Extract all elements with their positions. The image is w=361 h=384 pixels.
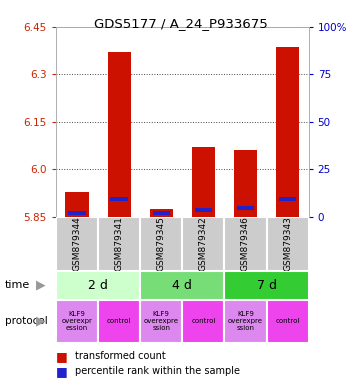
Bar [237, 206, 254, 210]
Text: GSM879346: GSM879346 [241, 217, 250, 271]
Bar [276, 48, 299, 217]
Bar [56, 217, 98, 271]
Bar [140, 271, 225, 300]
Bar [266, 300, 309, 343]
Bar [110, 197, 128, 201]
Text: transformed count: transformed count [75, 351, 165, 361]
Text: percentile rank within the sample: percentile rank within the sample [75, 366, 240, 376]
Bar [234, 151, 257, 217]
Bar [140, 300, 182, 343]
Text: GSM879343: GSM879343 [283, 217, 292, 271]
Text: 4 d: 4 d [172, 279, 192, 291]
Bar [56, 271, 140, 300]
Bar [225, 271, 309, 300]
Text: control: control [275, 318, 300, 324]
Bar [195, 208, 212, 212]
Bar [182, 217, 225, 271]
Text: ■: ■ [56, 365, 68, 378]
Text: KLF9
overexpre
ssion: KLF9 overexpre ssion [144, 311, 179, 331]
Bar [192, 147, 215, 217]
Bar [279, 197, 296, 201]
Text: protocol: protocol [5, 316, 47, 326]
Bar [150, 209, 173, 217]
Text: GDS5177 / A_24_P933675: GDS5177 / A_24_P933675 [93, 17, 268, 30]
Text: GSM879344: GSM879344 [73, 217, 82, 271]
Text: ■: ■ [56, 350, 68, 363]
Bar [68, 211, 86, 215]
Bar [266, 217, 309, 271]
Text: GSM879341: GSM879341 [115, 217, 123, 271]
Text: GSM879345: GSM879345 [157, 217, 166, 271]
Text: control: control [191, 318, 216, 324]
Text: ▶: ▶ [36, 314, 45, 328]
Bar [140, 217, 182, 271]
Bar [225, 300, 266, 343]
Bar [98, 300, 140, 343]
Text: 2 d: 2 d [88, 279, 108, 291]
Bar [98, 217, 140, 271]
Text: control: control [107, 318, 131, 324]
Text: GSM879342: GSM879342 [199, 217, 208, 271]
Text: 7 d: 7 d [257, 279, 277, 291]
Text: ▶: ▶ [36, 279, 45, 292]
Text: time: time [5, 280, 30, 290]
Bar [225, 217, 266, 271]
Text: KLF9
overexpr
ession: KLF9 overexpr ession [62, 311, 92, 331]
Bar [108, 52, 131, 217]
Bar [65, 192, 88, 217]
Bar [153, 211, 170, 215]
Bar [182, 300, 225, 343]
Bar [56, 300, 98, 343]
Text: KLF9
overexpre
ssion: KLF9 overexpre ssion [228, 311, 263, 331]
